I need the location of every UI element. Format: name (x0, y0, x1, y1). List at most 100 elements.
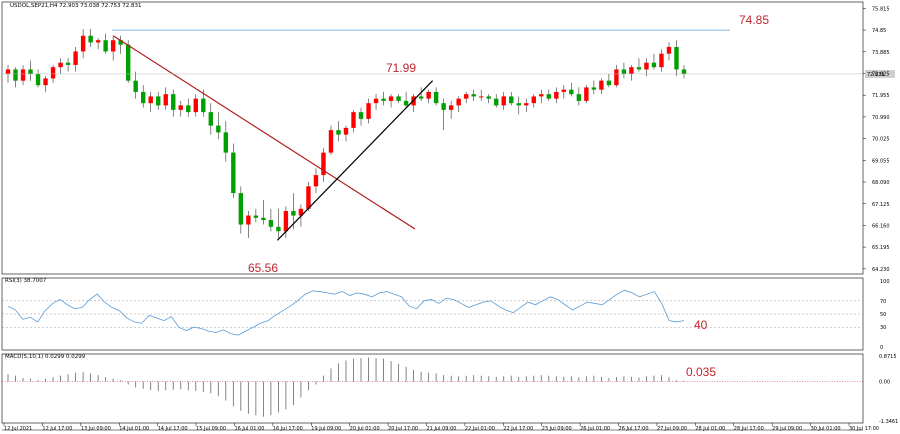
candle-body (433, 91, 439, 104)
x-tick-label: 12 Jul 2021 (4, 426, 32, 432)
candle-body (298, 208, 304, 216)
candle-body (276, 226, 281, 232)
y-tick-label: 65.195 (872, 245, 890, 251)
high-level-label: 74.85 (739, 13, 769, 27)
candle-body (223, 132, 229, 153)
y-tick-label: 72.925 (872, 71, 890, 77)
rsi-tick-label: 30 (880, 325, 886, 331)
candle-body (381, 98, 386, 101)
rsi-annotation: 40 (694, 318, 708, 332)
y-tick-label: 73.885 (872, 50, 890, 56)
candle-body (208, 112, 213, 126)
y-tick-label: 69.055 (872, 158, 890, 164)
candle-body (50, 67, 56, 79)
candle-body (569, 89, 574, 95)
candle-body (561, 89, 567, 92)
y-tick-label: 67.125 (872, 202, 890, 208)
rsi-tick-label: 100 (880, 279, 890, 285)
y-tick-label: 66.160 (872, 223, 890, 229)
candle-body (509, 96, 514, 104)
candle-body (681, 69, 687, 74)
candle-body (35, 73, 41, 86)
candle-body (231, 152, 236, 194)
candle-body (268, 220, 274, 227)
candle-body (471, 94, 476, 97)
candle-body (186, 105, 191, 113)
candle-body (388, 96, 394, 101)
x-tick-label: 27 Jul 09:00 (657, 426, 687, 432)
x-tick-label: 30 Jul 01:00 (811, 426, 841, 432)
candle-body (621, 69, 627, 74)
candle-body (336, 130, 341, 135)
candle-body (501, 96, 506, 106)
candle-body (531, 96, 536, 104)
x-tick-label: 20 Jul 17:00 (388, 426, 418, 432)
candle-body (148, 96, 153, 104)
macd-tick-label: 0.8715 (879, 354, 897, 360)
x-tick-label: 14 Jul 17:00 (158, 426, 188, 432)
x-tick-label: 26 Jul 17:00 (619, 426, 649, 432)
y-tick-label: 74.85 (872, 28, 886, 34)
x-tick-label: 16 Jul 01:00 (234, 426, 264, 432)
candle-body (516, 103, 521, 106)
candle-body (118, 40, 123, 45)
candle-body (524, 103, 529, 106)
candle-body (216, 125, 221, 133)
macd-annotation: 0.035 (686, 365, 716, 379)
candle-body (5, 69, 11, 74)
candle-body (125, 44, 131, 81)
rsi-line (7, 289, 685, 336)
y-tick-label: 70.990 (872, 115, 890, 121)
candle-body (201, 98, 206, 113)
candle-body (479, 96, 484, 98)
macd-tick-label: -1.3461 (879, 419, 898, 425)
main-panel-frame (1, 1, 864, 275)
y-tick-label: 70.025 (872, 137, 890, 143)
candle-body (606, 80, 612, 86)
y-tick-label: 71.955 (872, 93, 890, 99)
candle-body (591, 87, 597, 90)
candle-body (546, 94, 551, 99)
candle-body (261, 217, 266, 221)
y-tick-label: 75.815 (872, 6, 890, 12)
rsi-header: RSI(3) 38.7007 (5, 278, 47, 284)
candle-body (163, 94, 168, 106)
candle-body (674, 46, 679, 70)
y-tick-label: 64.230 (872, 267, 890, 273)
candle-body (58, 62, 63, 68)
candle-body (666, 46, 672, 54)
macd-panel-frame (1, 353, 864, 424)
candle-body (486, 96, 491, 99)
candle-body (418, 96, 424, 99)
uptrend-line (276, 80, 434, 241)
x-tick-label: 28 Jul 01:00 (695, 426, 725, 432)
candle-body (88, 35, 93, 43)
candle-body (629, 67, 634, 74)
candle-body (306, 186, 311, 209)
candle-body (313, 175, 319, 187)
x-tick-label: 22 Jul 17:00 (503, 426, 533, 432)
y-tick-label: 68.090 (872, 180, 890, 186)
candle-body (283, 211, 289, 232)
candle-body (156, 96, 161, 106)
candle-body (539, 94, 544, 97)
x-tick-label: 14 Jul 01:00 (119, 426, 149, 432)
candle-body (193, 98, 198, 113)
candle-body (65, 62, 71, 65)
x-tick-label: 15 Jul 09:00 (196, 426, 226, 432)
candle-body (494, 98, 499, 106)
candle-body (636, 67, 642, 70)
candle-body (584, 87, 589, 101)
rsi-tick-label: 70 (880, 299, 886, 305)
candle-body (373, 98, 379, 104)
macd-header: MACD(5,10,1) 0.0299 0.0299 (5, 354, 86, 360)
x-tick-label: 21 Jul 09:00 (427, 426, 457, 432)
candle-body (366, 103, 371, 119)
candle-body (343, 127, 349, 135)
candle-body (95, 40, 101, 43)
candle-body (358, 112, 364, 119)
candle-body (644, 62, 649, 70)
candle-body (448, 105, 454, 110)
